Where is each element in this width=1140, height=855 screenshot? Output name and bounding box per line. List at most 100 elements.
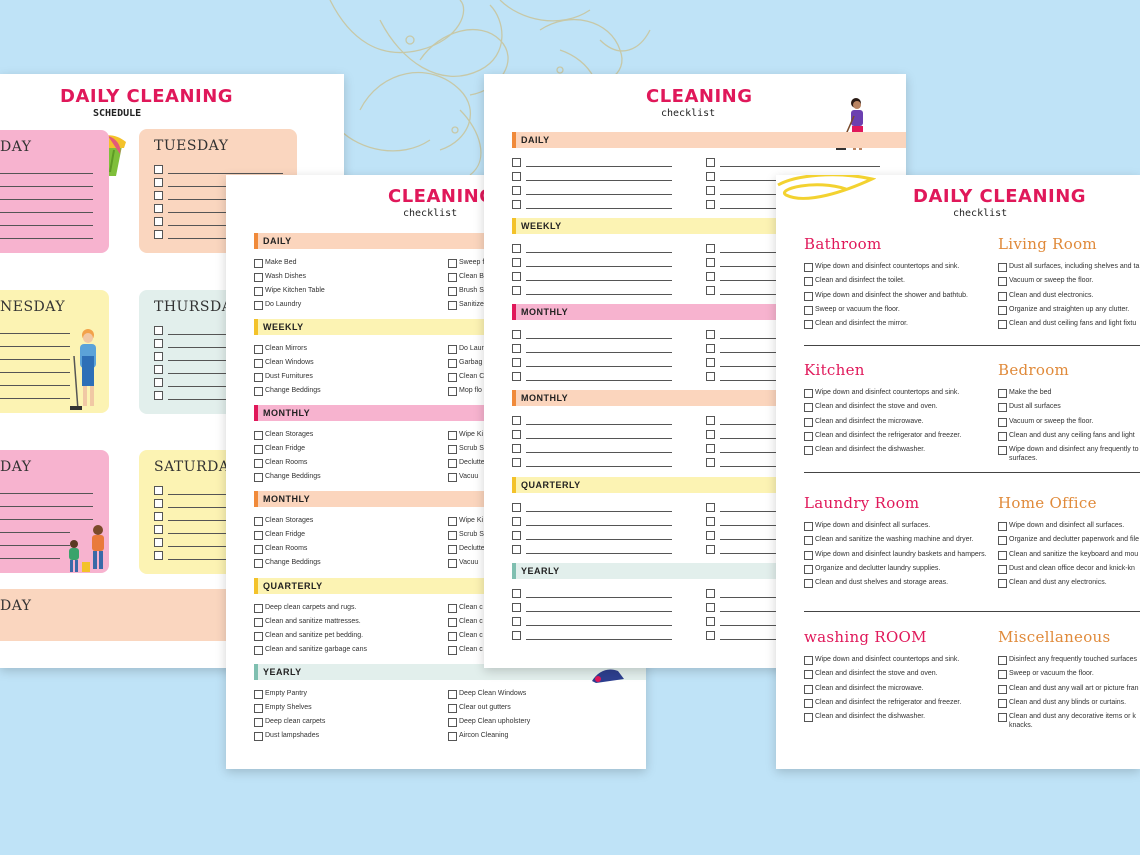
checkbox[interactable] (998, 291, 1007, 301)
checkbox[interactable] (804, 389, 813, 398)
checkbox[interactable] (706, 517, 715, 526)
checkbox[interactable] (706, 372, 715, 381)
checkbox[interactable] (998, 698, 1007, 708)
blank-line[interactable] (526, 452, 672, 453)
blank-line[interactable] (526, 611, 672, 612)
blank-line[interactable] (526, 352, 672, 353)
checkbox[interactable] (512, 344, 521, 353)
checkbox[interactable] (804, 684, 813, 694)
checkbox[interactable] (706, 444, 715, 453)
checkbox[interactable] (804, 403, 813, 413)
checkbox[interactable] (512, 172, 521, 181)
checkbox[interactable] (804, 698, 813, 708)
checkbox[interactable] (706, 545, 715, 554)
checkbox[interactable] (706, 258, 715, 267)
checkbox[interactable] (804, 670, 813, 680)
blank-line[interactable] (526, 266, 672, 267)
checkbox[interactable] (706, 200, 715, 209)
checkbox[interactable] (706, 458, 715, 467)
checkbox[interactable] (804, 263, 813, 272)
blank-line[interactable] (526, 180, 672, 181)
checkbox[interactable] (706, 272, 715, 281)
checkbox[interactable] (998, 263, 1007, 272)
checkbox[interactable] (512, 158, 521, 167)
checkbox[interactable] (998, 550, 1007, 560)
checkbox[interactable] (998, 389, 1007, 398)
checkbox[interactable] (998, 684, 1007, 694)
checkbox[interactable] (512, 603, 521, 612)
checkbox[interactable] (998, 713, 1007, 723)
checkbox[interactable] (804, 522, 813, 531)
checkbox[interactable] (512, 244, 521, 253)
checkbox[interactable] (706, 358, 715, 367)
blank-line[interactable] (526, 625, 672, 626)
checkbox[interactable] (512, 517, 521, 526)
checkbox[interactable] (804, 305, 813, 315)
checkbox[interactable] (998, 564, 1007, 574)
checkbox[interactable] (998, 522, 1007, 531)
checkbox[interactable] (512, 545, 521, 554)
checkbox[interactable] (706, 617, 715, 626)
checkbox[interactable] (512, 531, 521, 540)
checkbox[interactable] (804, 713, 813, 723)
blank-line[interactable] (526, 597, 672, 598)
blank-line[interactable] (526, 424, 672, 425)
checkbox[interactable] (706, 503, 715, 512)
checkbox[interactable] (512, 503, 521, 512)
checkbox[interactable] (512, 258, 521, 267)
blank-line[interactable] (526, 553, 672, 554)
checkbox[interactable] (512, 617, 521, 626)
checkbox[interactable] (804, 431, 813, 441)
checkbox[interactable] (998, 305, 1007, 315)
checkbox[interactable] (512, 286, 521, 295)
checkbox[interactable] (512, 330, 521, 339)
blank-line[interactable] (526, 166, 672, 167)
checkbox[interactable] (706, 589, 715, 598)
blank-line[interactable] (526, 639, 672, 640)
checkbox[interactable] (706, 172, 715, 181)
checkbox[interactable] (804, 320, 813, 330)
checkbox[interactable] (706, 286, 715, 295)
checkbox[interactable] (804, 550, 813, 560)
blank-line[interactable] (526, 366, 672, 367)
blank-line[interactable] (526, 466, 672, 467)
checkbox[interactable] (804, 656, 813, 665)
blank-line[interactable] (720, 166, 880, 167)
checkbox[interactable] (706, 330, 715, 339)
checkbox[interactable] (512, 589, 521, 598)
checkbox[interactable] (512, 416, 521, 425)
checkbox[interactable] (998, 417, 1007, 427)
blank-line[interactable] (526, 280, 672, 281)
checkbox[interactable] (512, 372, 521, 381)
checkbox[interactable] (998, 536, 1007, 546)
checkbox[interactable] (804, 536, 813, 546)
checkbox[interactable] (706, 416, 715, 425)
checkbox[interactable] (706, 430, 715, 439)
blank-line[interactable] (526, 438, 672, 439)
checkbox[interactable] (706, 244, 715, 253)
checkbox[interactable] (998, 431, 1007, 441)
blank-line[interactable] (526, 539, 672, 540)
blank-line[interactable] (526, 294, 672, 295)
checkbox[interactable] (998, 277, 1007, 287)
checkbox[interactable] (512, 200, 521, 209)
checkbox[interactable] (706, 344, 715, 353)
checkbox[interactable] (512, 430, 521, 439)
blank-line[interactable] (526, 511, 672, 512)
checkbox[interactable] (804, 446, 813, 456)
blank-line[interactable] (526, 525, 672, 526)
blank-line[interactable] (526, 380, 672, 381)
checkbox[interactable] (706, 631, 715, 640)
checkbox[interactable] (804, 291, 813, 301)
checkbox[interactable] (804, 564, 813, 574)
checkbox[interactable] (804, 277, 813, 287)
checkbox[interactable] (998, 320, 1007, 330)
checkbox[interactable] (998, 656, 1007, 665)
checkbox[interactable] (512, 458, 521, 467)
checkbox[interactable] (804, 579, 813, 589)
checkbox[interactable] (512, 272, 521, 281)
checkbox[interactable] (998, 446, 1007, 456)
checkbox[interactable] (706, 531, 715, 540)
checkbox[interactable] (706, 158, 715, 167)
checkbox[interactable] (998, 670, 1007, 680)
